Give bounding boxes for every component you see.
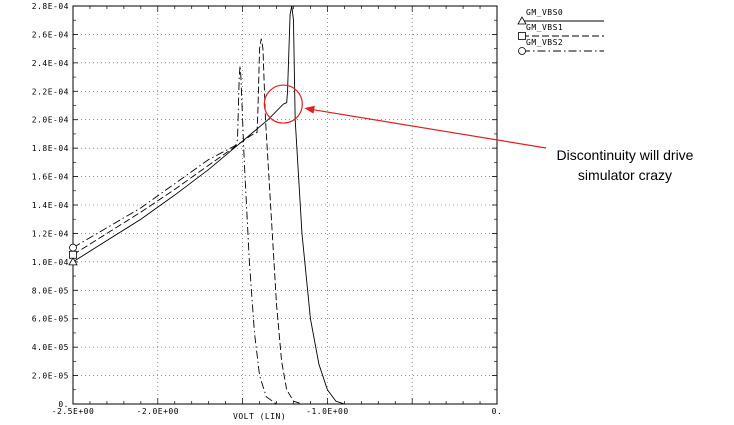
x-tick-label: 0.: [492, 407, 503, 416]
y-tick-labels: 0. 2.0E-05 4.0E-05 6.0E-05 8.0E-05 1.0E-04 1.2…: [32, 2, 69, 409]
annotation-text-line2: simulator crazy: [578, 167, 672, 183]
marker-circle-legend-gm-vbs2: [518, 47, 526, 55]
x-tick-label: -2.0E+00: [137, 407, 180, 416]
annotation-arrow-line: [312, 108, 547, 149]
y-tick-label: 6.0E-05: [32, 315, 69, 324]
y-tick-label: 0.: [58, 400, 69, 409]
x-axis-label: VOLT (LIN): [233, 412, 286, 421]
x-tick-labels: -2.5E+00 -2.0E+00 -1.0E+00 0.: [52, 407, 503, 416]
axis-ticks: [72, 5, 498, 405]
y-tick-label: 2.6E-04: [32, 30, 69, 39]
annotation: Discontinuity will drive simulator crazy: [263, 84, 694, 183]
x-tick-label: -1.0E+00: [306, 407, 349, 416]
series-line-gm-vbs2: [72, 65, 497, 405]
legend-label-gm-vbs2: GM_VBS2: [526, 38, 563, 47]
y-tick-label: 2.0E-04: [32, 116, 69, 125]
x-tick-label: -2.5E+00: [52, 407, 95, 416]
y-tick-label: 1.6E-04: [32, 173, 69, 182]
y-tick-label: 2.8E-04: [32, 2, 69, 11]
marker-square-gm-vbs1: [69, 250, 77, 259]
y-tick-label: 1.4E-04: [32, 201, 69, 210]
y-tick-label: 1.2E-04: [32, 229, 69, 238]
marker-triangle-gm-vbs0: [68, 257, 78, 266]
annotation-text-line1: Discontinuity will drive: [557, 147, 694, 163]
annotation-circle: [263, 84, 303, 124]
y-tick-label: 4.0E-05: [32, 343, 69, 352]
series-line-gm-vbs0: [72, 5, 497, 405]
marker-square-legend-gm-vbs1: [518, 32, 526, 40]
y-tick-label: 8.0E-05: [32, 286, 69, 295]
legend-label-gm-vbs0: GM_VBS0: [526, 8, 563, 17]
series-lines: [68, 5, 497, 405]
legend: GM_VBS0 GM_VBS1 GM_VBS2: [517, 8, 604, 55]
annotation-arrow-head: [304, 105, 315, 114]
y-tick-label: 2.0E-05: [32, 372, 69, 381]
y-tick-label: 1.0E-04: [32, 258, 69, 267]
marker-circle-gm-vbs2: [69, 243, 77, 252]
series-line-gm-vbs1: [72, 38, 497, 405]
y-tick-label: 2.4E-04: [32, 59, 69, 68]
legend-label-gm-vbs1: GM_VBS1: [526, 23, 563, 32]
grid: [73, 6, 497, 404]
y-tick-label: 2.2E-04: [32, 87, 69, 96]
y-tick-label: 1.8E-04: [32, 144, 69, 153]
marker-triangle-legend-gm-vbs0: [517, 16, 527, 25]
